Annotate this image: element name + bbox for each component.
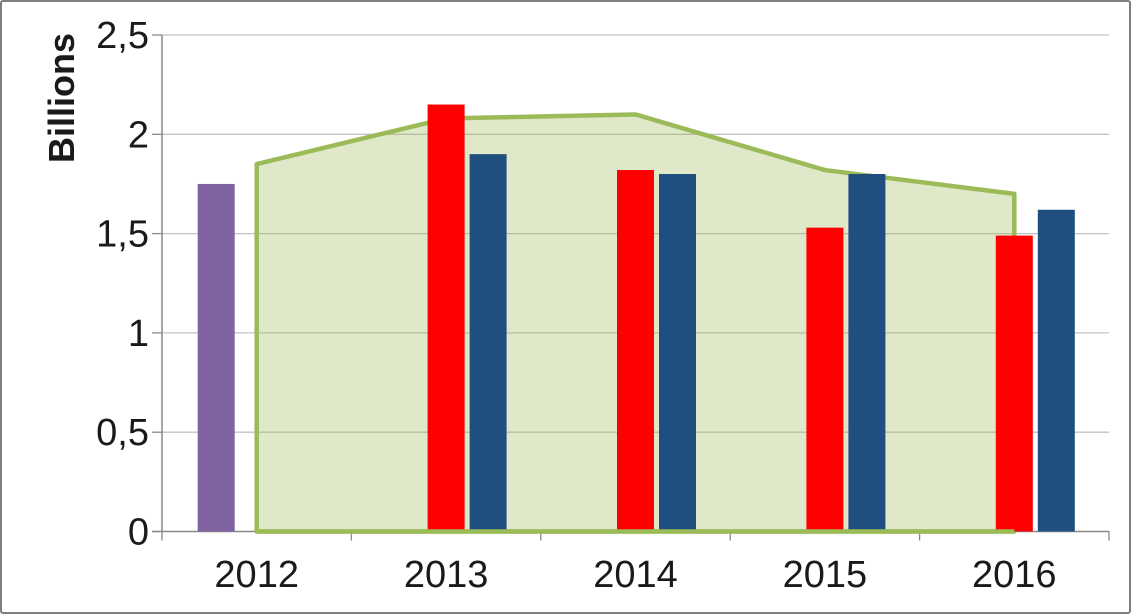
bar-red-2013 — [427, 104, 465, 532]
y-tick-label: 1 — [128, 313, 149, 355]
bar-red-2015 — [806, 227, 844, 532]
bar-blue-2016 — [1037, 209, 1075, 532]
x-tick-label: 2014 — [593, 554, 678, 596]
x-tick-label: 2016 — [972, 554, 1057, 596]
x-tick-label: 2012 — [214, 554, 299, 596]
y-tick-label: 2,5 — [96, 15, 149, 57]
bar-purple-2012 — [197, 183, 235, 532]
y-tick-label: 0,5 — [96, 412, 149, 454]
y-tick-label: 1,5 — [96, 214, 149, 256]
x-tick-label: 2013 — [404, 554, 489, 596]
y-axis-title: Billions — [41, 33, 82, 163]
bar-blue-2015 — [848, 174, 886, 532]
plot-area: 0 0,5 1 1,5 2 2,5 2012 2013 2014 2015 2016 — [96, 15, 1110, 596]
y-tick-label: 0 — [128, 512, 149, 554]
bar-blue-2013 — [469, 154, 507, 532]
bar-blue-2014 — [659, 174, 696, 532]
y-tick-label: 2 — [128, 114, 149, 156]
bar-red-2016 — [995, 235, 1033, 532]
bar-red-2014 — [617, 170, 654, 532]
x-tick-label: 2015 — [783, 554, 868, 596]
